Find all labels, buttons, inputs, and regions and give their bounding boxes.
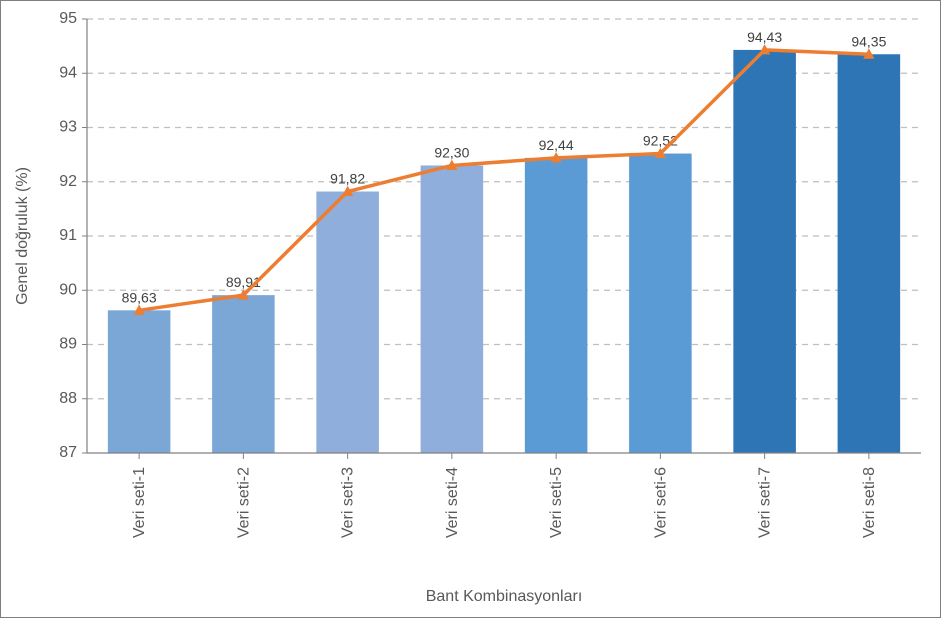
y-tick-label: 89 — [59, 336, 77, 353]
bar — [108, 310, 171, 453]
y-tick-label: 95 — [59, 10, 77, 27]
bar — [629, 154, 692, 453]
bar-value-label: 91,82 — [330, 171, 365, 187]
x-category-label: Veri seti-4 — [444, 467, 461, 538]
x-category-label: Veri seti-7 — [757, 467, 774, 538]
y-tick-label: 91 — [59, 227, 77, 244]
x-category-label: Veri seti-6 — [652, 467, 669, 538]
x-category-label: Veri seti-5 — [548, 467, 565, 538]
y-tick-label: 87 — [59, 444, 77, 461]
bar — [525, 158, 588, 453]
bar — [316, 192, 379, 453]
y-tick-label: 88 — [59, 390, 77, 407]
y-tick-label: 92 — [59, 173, 77, 190]
y-axis-title: Genel doğruluk (%) — [14, 167, 31, 305]
chart-container: 87888990919293949589,63Veri seti-189,91V… — [0, 0, 941, 618]
bar — [838, 54, 901, 453]
chart-svg: 87888990919293949589,63Veri seti-189,91V… — [1, 1, 941, 619]
bar — [212, 295, 275, 453]
bar-value-label: 94,35 — [851, 33, 886, 49]
y-tick-label: 90 — [59, 281, 77, 298]
x-category-label: Veri seti-8 — [861, 467, 878, 538]
bar-value-label: 92,44 — [539, 137, 574, 153]
x-category-label: Veri seti-1 — [131, 467, 148, 538]
bar — [733, 50, 796, 453]
x-category-label: Veri seti-2 — [235, 467, 252, 538]
y-tick-label: 94 — [59, 64, 77, 81]
y-tick-label: 93 — [59, 119, 77, 136]
bar-value-label: 92,30 — [434, 144, 469, 160]
bar-value-label: 89,63 — [122, 289, 157, 305]
x-axis-title: Bant Kombinasyonları — [426, 588, 583, 605]
bar — [421, 165, 484, 453]
x-category-label: Veri seti-3 — [340, 467, 357, 538]
bar-value-label: 94,43 — [747, 29, 782, 45]
